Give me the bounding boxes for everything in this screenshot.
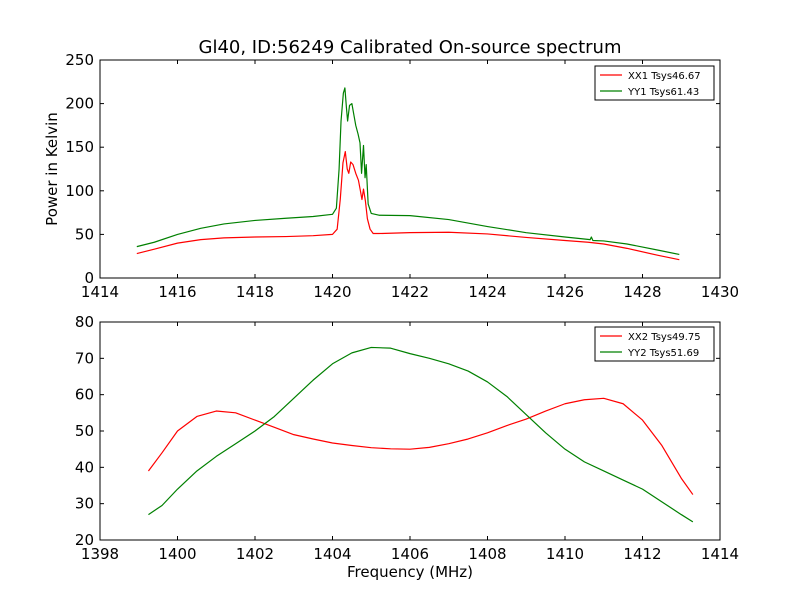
y-tick-label: 30 (75, 495, 94, 513)
y-tick-label: 50 (75, 422, 94, 440)
x-tick-label: 1412 (623, 545, 661, 563)
x-tick-label: 1416 (158, 283, 196, 301)
series-line-0-1 (136, 87, 680, 256)
legend-box (594, 65, 715, 101)
y-tick-label: 40 (75, 458, 94, 476)
y-tick-label: 60 (75, 386, 94, 404)
x-tick-label: 1408 (468, 545, 506, 563)
legend-label: YY1 Tsys61.43 (627, 87, 699, 98)
legend-0: XX1 Tsys46.67 YY1 Tsys61.43 (594, 65, 715, 101)
legend-label: YY2 Tsys51.69 (627, 348, 699, 359)
series-line-1-1 (148, 346, 694, 523)
legend-box (594, 326, 715, 362)
x-tick-label: 1406 (391, 545, 429, 563)
x-tick-label: 1398 (81, 545, 119, 563)
figure-title: Gl40, ID:56249 Calibrated On-source spec… (199, 37, 622, 58)
x-tick-label: 1428 (623, 283, 661, 301)
y-tick-label: 80 (75, 313, 94, 331)
x-tick-label: 1422 (391, 283, 429, 301)
x-tick-label: 1400 (158, 545, 196, 563)
y-tick-label: 70 (75, 349, 94, 367)
x-tick-label: 1418 (236, 283, 274, 301)
x-tick-label: 1410 (546, 545, 584, 563)
x-tick-label: 1430 (701, 283, 739, 301)
y-tick-label: 100 (65, 182, 94, 200)
legend-label: XX2 Tsys49.75 (628, 332, 701, 343)
top-spectrum-panel: 1414 1416 1418 1420 1422 1424 1426 1428 1430 0 50 1… (43, 51, 739, 301)
x-tick-label: 1420 (313, 283, 351, 301)
legend-label: XX1 Tsys46.67 (628, 71, 701, 82)
y-tick-label: 200 (65, 95, 94, 113)
x-tick-label: 1402 (236, 545, 274, 563)
y-tick-label: 50 (75, 225, 94, 243)
y-tick-label: 20 (75, 531, 94, 549)
y-tick-label: 150 (65, 138, 94, 156)
legend-1: XX2 Tsys49.75 YY2 Tsys51.69 (594, 326, 715, 362)
x-tick-label: 1414 (81, 283, 119, 301)
x-axis-label: Frequency (MHz) (347, 563, 473, 581)
x-tick-label: 1404 (313, 545, 351, 563)
y-tick-label: 0 (84, 269, 94, 287)
y-axis-label: Power in Kelvin (43, 112, 61, 226)
x-tick-label: 1426 (546, 283, 584, 301)
x-tick-label: 1424 (468, 283, 506, 301)
y-tick-label: 250 (65, 51, 94, 69)
bottom-spectrum-panel: 1398 1400 1402 1404 1406 1408 1410 1412 1414 20 30… (75, 313, 739, 581)
x-tick-label: 1414 (701, 545, 739, 563)
series-line-1-0 (147, 397, 694, 495)
series-line-0-0 (136, 150, 680, 261)
